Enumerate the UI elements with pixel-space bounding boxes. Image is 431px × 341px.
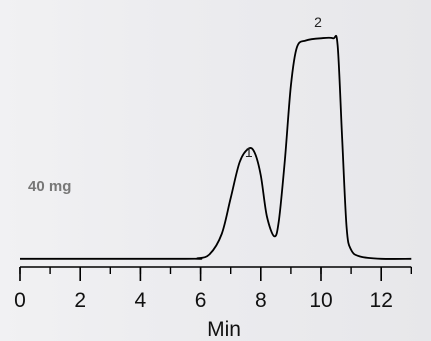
x-tick-label: 8 bbox=[255, 289, 267, 312]
x-tick-label: 6 bbox=[195, 289, 207, 312]
sample-amount-label: 40 mg bbox=[28, 178, 71, 195]
series-line-0 bbox=[19, 34, 412, 260]
x-tick-label: 0 bbox=[14, 289, 26, 312]
x-tick-label: 10 bbox=[309, 289, 332, 312]
peak-label-1: 1 bbox=[245, 144, 253, 160]
peak-label-2: 2 bbox=[314, 14, 322, 30]
x-axis-title: Min bbox=[207, 318, 241, 341]
x-tick-label: 4 bbox=[135, 289, 147, 312]
x-tick-label: 12 bbox=[370, 289, 393, 312]
x-tick-label: 2 bbox=[74, 289, 86, 312]
x-axis: 0 2 4 6 8 10 12 bbox=[14, 266, 412, 312]
chart-labels: Min 40 mg 1 2 bbox=[28, 14, 322, 341]
plot-area bbox=[19, 34, 412, 260]
